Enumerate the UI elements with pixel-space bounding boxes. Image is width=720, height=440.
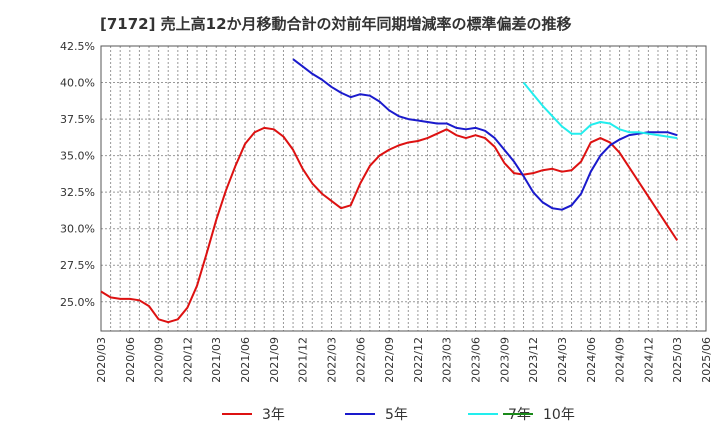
x-tick-label: 2020/09 <box>153 337 166 383</box>
x-tick-label: 2023/06 <box>470 337 483 383</box>
x-tick-label: 2024/06 <box>585 337 598 383</box>
x-tick-label: 2022/09 <box>383 337 396 383</box>
y-tick-label: 30.0% <box>60 223 95 236</box>
y-tick-label: 27.5% <box>60 259 95 272</box>
series-line-7年 <box>522 81 678 140</box>
chart-title: [7172] 売上高12か月移動合計の対前年同期増減率の標準偏差の推移 <box>100 15 572 33</box>
x-tick-label: 2023/03 <box>441 337 454 383</box>
x-tick-label: 2021/09 <box>268 337 281 383</box>
x-tick-label: 2024/12 <box>642 337 655 383</box>
series-line-5年 <box>292 58 678 211</box>
legend-label: 10年 <box>543 407 575 423</box>
x-tick-label: 2025/03 <box>671 337 684 383</box>
y-tick-label: 42.5% <box>60 40 95 53</box>
y-tick-label: 37.5% <box>60 113 95 126</box>
legend-item: 10年 <box>503 407 575 423</box>
x-tick-label: 2020/06 <box>124 337 137 383</box>
x-tick-label: 2022/06 <box>354 337 367 383</box>
y-tick-label: 25.0% <box>60 296 95 309</box>
x-tick-label: 2021/03 <box>210 337 223 383</box>
legend-label: 3年 <box>262 407 285 423</box>
x-tick-label: 2021/12 <box>297 337 310 383</box>
series-line-3年 <box>100 126 679 324</box>
grid-lines <box>100 45 707 331</box>
y-tick-label: 40.0% <box>60 77 95 90</box>
plot-area <box>100 45 707 332</box>
x-tick-label: 2022/03 <box>325 337 338 383</box>
legend-item: 3年 <box>222 407 285 423</box>
x-tick-label: 2023/09 <box>498 337 511 383</box>
x-tick-label: 2021/06 <box>239 337 252 383</box>
x-tick-label: 2024/03 <box>556 337 569 383</box>
legend: 3年5年7年10年 <box>222 407 575 423</box>
x-tick-label: 2025/06 <box>700 337 713 383</box>
y-tick-label: 32.5% <box>60 186 95 199</box>
x-tick-label: 2023/12 <box>527 337 540 383</box>
x-tick-label: 2020/03 <box>95 337 108 383</box>
legend-item: 5年 <box>345 407 408 423</box>
x-tick-label: 2022/12 <box>412 337 425 383</box>
y-tick-label: 35.0% <box>60 150 95 163</box>
x-axis-ticks: 2020/03 2020/06 2020/09 2020/12 2021/03 2021/… <box>95 337 713 383</box>
x-tick-label: 2020/12 <box>181 337 194 383</box>
x-tick-label: 2024/09 <box>614 337 627 383</box>
y-axis-ticks: 25.0% 27.5% 30.0% 32.5% 35.0% 37.5% 40.0% 42.5% <box>60 40 95 309</box>
legend-label: 5年 <box>385 407 408 423</box>
series-lines <box>100 58 679 324</box>
